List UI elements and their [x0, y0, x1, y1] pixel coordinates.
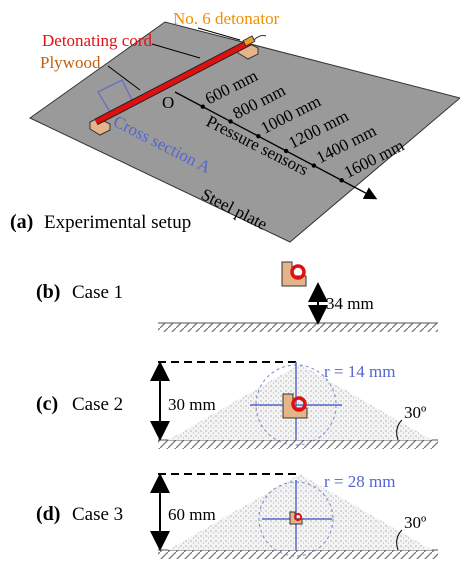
figure: No. 6 detonator Detonating cord Plywood … — [0, 0, 460, 562]
panel-tag: (d) — [36, 503, 60, 525]
plywood-label: Plywood — [40, 53, 101, 72]
panel-caption: Case 3 — [72, 504, 123, 525]
angle-label: 30º — [404, 403, 426, 422]
origin-label: O — [162, 93, 174, 112]
wire — [254, 36, 266, 41]
panel-tag: (c) — [36, 393, 58, 415]
angle-label: 30º — [404, 513, 426, 532]
panel-caption: Case 2 — [72, 394, 123, 415]
panel-tag: (b) — [36, 281, 60, 303]
panel-caption: Experimental setup — [44, 212, 191, 233]
height-label: 30 mm — [168, 395, 216, 414]
radius-label: r = 14 mm — [324, 362, 395, 381]
detonator-label: No. 6 detonator — [173, 9, 280, 28]
height-label: 34 mm — [326, 294, 374, 313]
sensor — [312, 163, 316, 167]
sensor — [339, 178, 343, 182]
panel-caption: Case 1 — [72, 282, 123, 303]
radius-label: r = 28 mm — [324, 472, 395, 491]
sensor — [201, 105, 205, 109]
panel-tag: (a) — [10, 211, 33, 233]
height-label: 60 mm — [168, 505, 216, 524]
cord-label: Detonating cord — [42, 31, 152, 50]
